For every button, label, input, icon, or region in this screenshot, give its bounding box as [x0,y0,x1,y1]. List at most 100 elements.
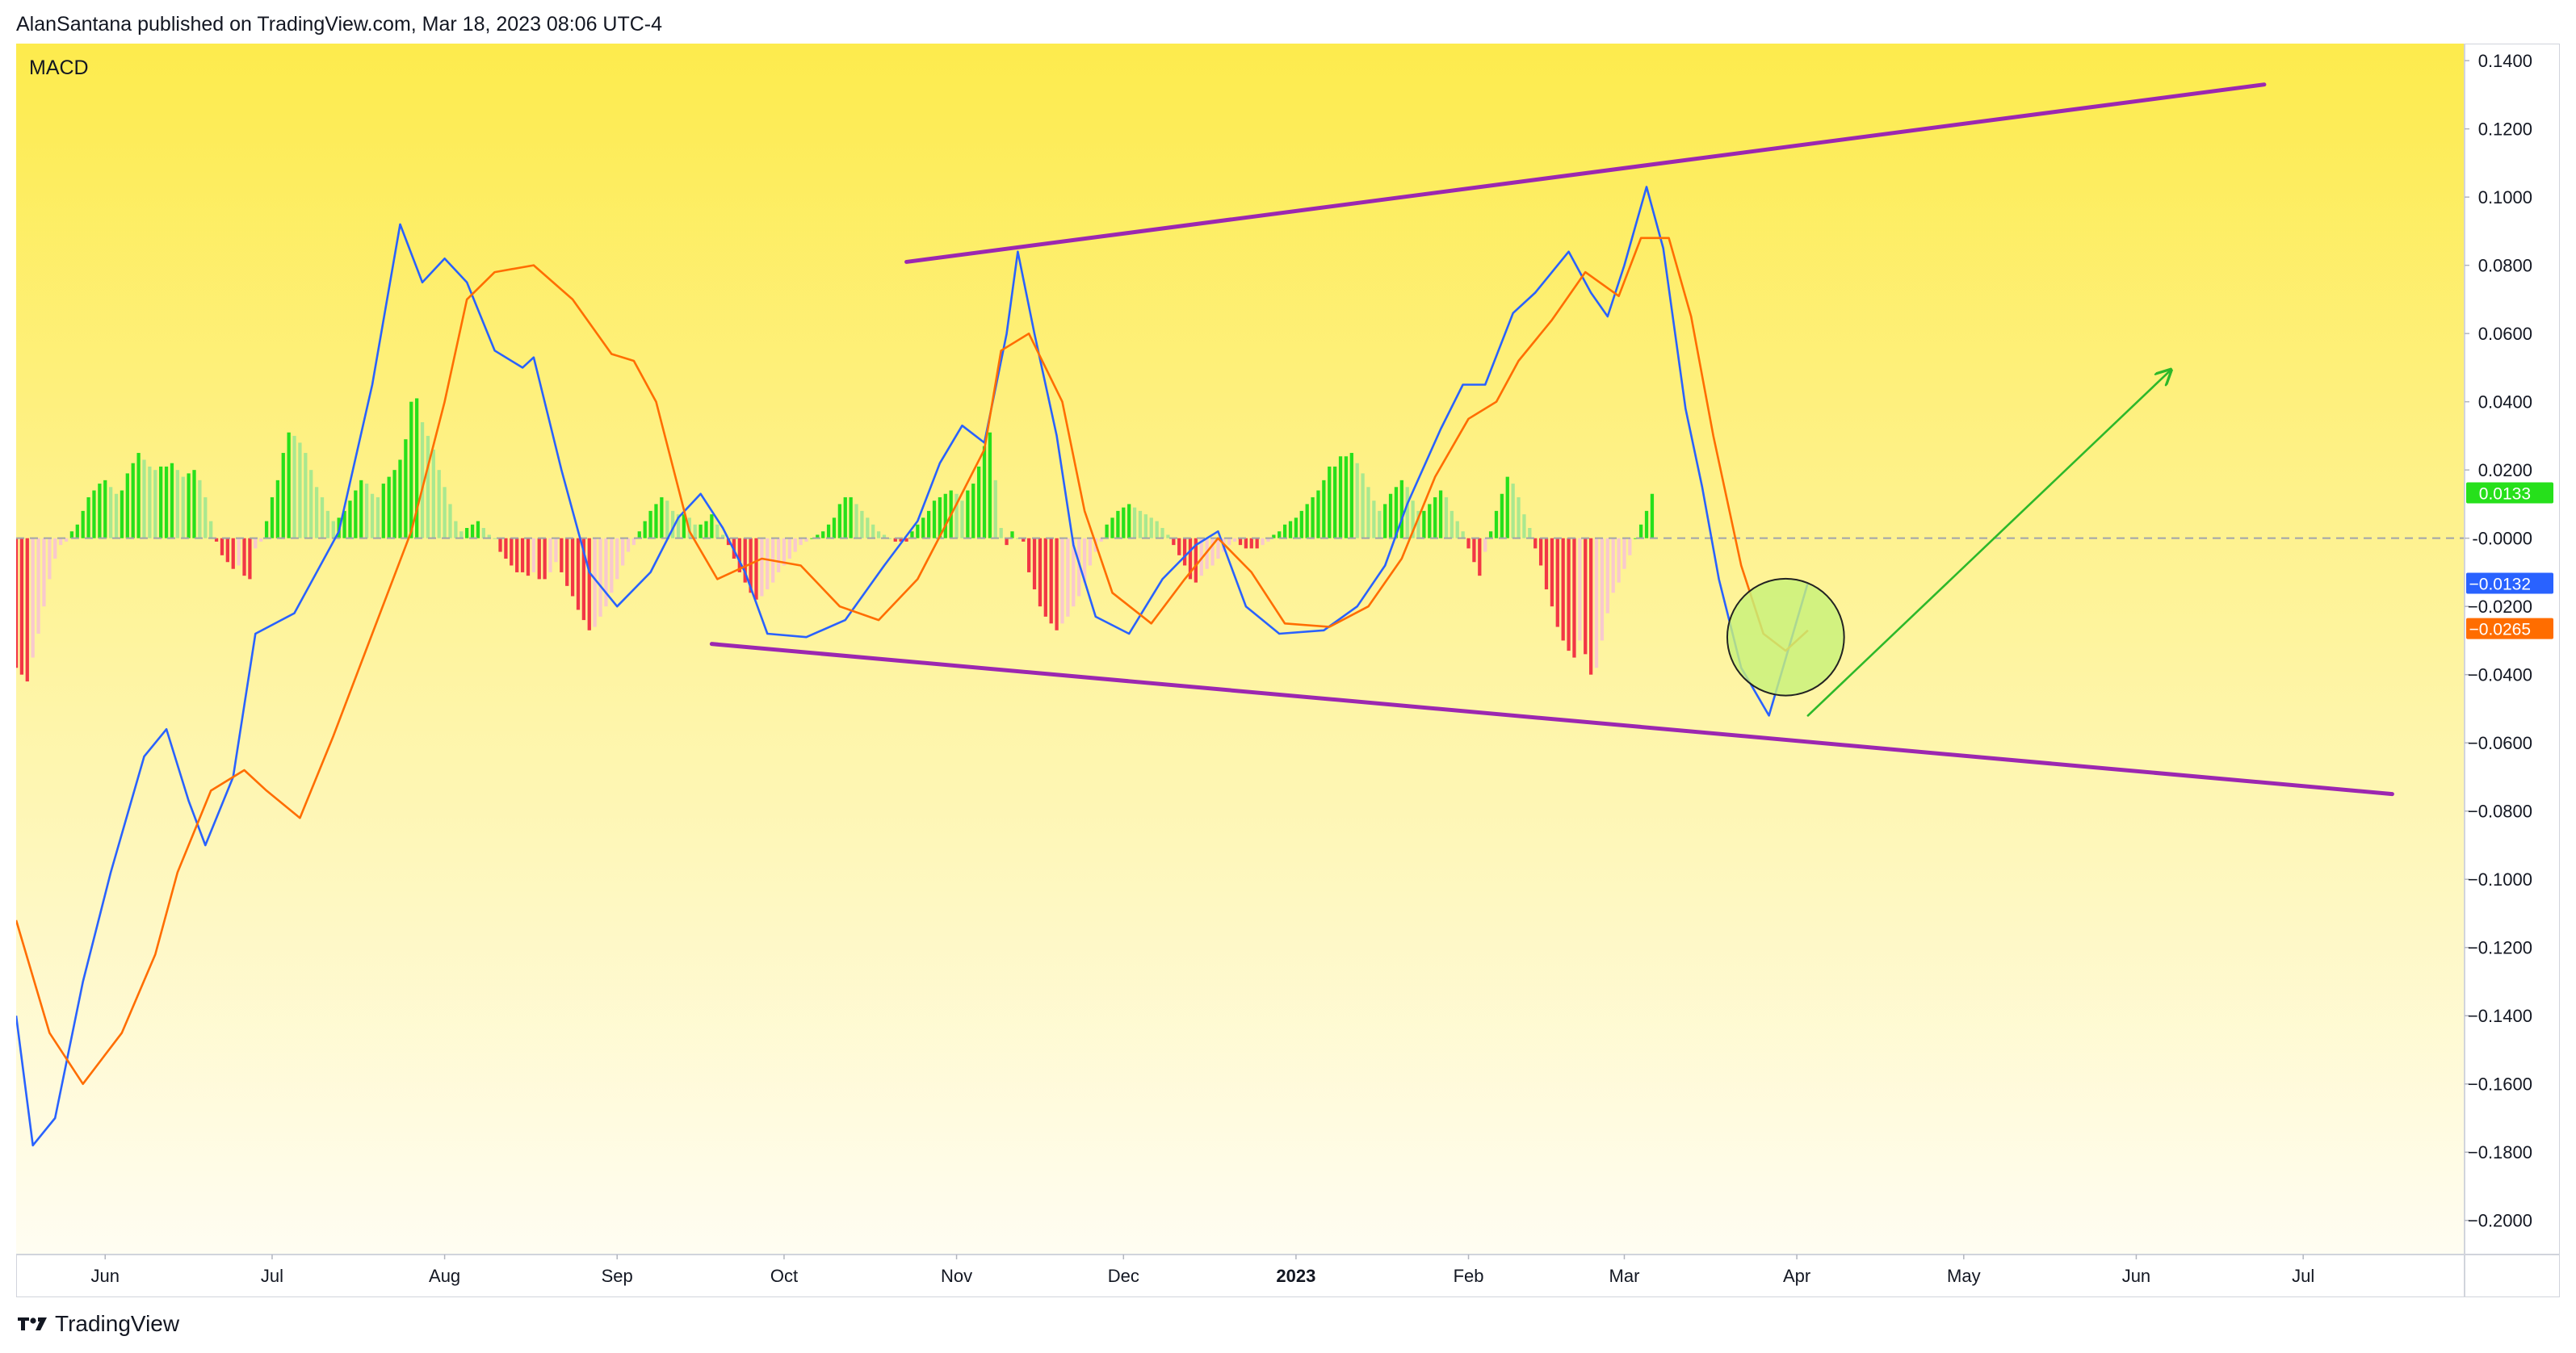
histogram-bar [520,538,525,572]
histogram-bar [264,521,269,538]
histogram-bar [1411,501,1415,538]
histogram-bar [304,453,308,538]
x-tick-label: Feb [1454,1266,1484,1286]
histogram-bar [1366,487,1370,538]
y-tick-label: −0.1600 [2468,1074,2532,1095]
histogram-bar [776,538,781,572]
histogram-bar [1143,514,1147,538]
histogram-bar [1405,487,1409,538]
histogram-bar [1517,496,1521,538]
histogram-bar [398,459,402,538]
histogram-bar [1372,501,1376,538]
x-tick-label: Mar [1609,1266,1640,1286]
histogram-bar [982,446,987,538]
histogram-bar [660,496,664,538]
histogram-bar [1488,531,1493,538]
histogram-bar [348,501,352,538]
highlight-circle[interactable] [1726,577,1845,697]
histogram-bar [1049,538,1053,624]
y-tick-label: 0.0800 [2478,256,2532,276]
signal-line[interactable] [16,237,1809,1085]
histogram-bar [604,538,608,607]
lower-trendline[interactable] [709,642,2394,797]
histogram-bar [242,538,246,576]
histogram-bar [198,480,202,538]
histogram-bar [153,470,157,538]
histogram-bar [1594,538,1599,668]
histogram-bar [966,490,970,538]
histogram-bar [1333,466,1337,538]
x-tick-label: Apr [1783,1266,1810,1286]
value-badge-text: 0.0133 [2479,484,2531,503]
histogram-bar [699,524,703,538]
histogram-bar [42,538,46,607]
y-tick-label: −0.0800 [2468,802,2532,822]
histogram-bar [654,504,658,538]
histogram-bar [254,538,258,549]
histogram-bar [1500,493,1504,538]
histogram-bar [1361,473,1365,538]
histogram-bar [1238,538,1243,546]
histogram-bar [554,538,558,563]
histogram-bar [1428,504,1432,538]
histogram-bar [587,538,591,630]
histogram-bar [58,538,63,546]
histogram-bar [749,538,753,593]
histogram-bar [231,538,235,569]
histogram-bar [1311,496,1315,538]
histogram-bar [53,538,57,559]
histogram-bar [760,538,764,597]
histogram-bar [1416,510,1420,538]
histogram-bar [1455,521,1459,538]
histogram-bar [1232,538,1237,542]
histogram-bar [1522,514,1526,538]
histogram-bar [1032,538,1037,590]
histogram-bar [1528,528,1532,538]
histogram-bar [1016,538,1020,539]
histogram-bar [448,504,452,538]
histogram-bar [86,496,90,538]
tradingview-brand[interactable]: TradingView [16,1311,179,1337]
histogram-bar [1588,538,1593,675]
histogram-bar [1438,490,1443,538]
histogram-bar [1328,466,1332,538]
value-badge [2466,618,2553,639]
histogram-bar [576,538,581,610]
histogram-bar [1182,538,1187,566]
macd-line[interactable] [16,186,1810,1147]
publish-header: AlanSantana published on TradingView.com… [16,13,663,36]
histogram-bar [1544,538,1549,590]
histogram-bar [459,531,464,538]
y-tick-label: −0.1800 [2468,1142,2532,1162]
histogram-bar [136,453,141,538]
histogram-bar [25,538,29,682]
histogram-bar [921,517,925,538]
projection-arrow[interactable] [1806,371,2170,717]
histogram-bar [510,538,514,566]
y-tick-label: 0.0600 [2478,324,2532,344]
histogram-bar [782,538,787,566]
histogram-bar [1027,538,1031,572]
histogram-bar [320,496,325,538]
histogram-bar [331,521,335,538]
histogram-bar [431,449,435,538]
histogram-bar [187,473,191,538]
histogram-bar [404,439,408,538]
histogram-bar [1634,538,1638,539]
histogram-bar [1261,538,1265,546]
histogram-bar [75,524,79,538]
histogram-bar [910,531,914,538]
histogram-bar [899,538,903,542]
histogram-bar [993,480,997,538]
histogram-bar [743,538,747,583]
histogram-bar [370,493,375,538]
histogram-bar [1155,521,1159,538]
indicator-label[interactable]: MACD [29,57,89,79]
histogram-bar [437,470,441,538]
histogram-bar [281,453,285,538]
histogram-bar [1160,528,1164,538]
histogram-bar [954,493,959,538]
y-tick-label: 0.1000 [2478,187,2532,207]
upper-trendline[interactable] [904,82,2267,264]
